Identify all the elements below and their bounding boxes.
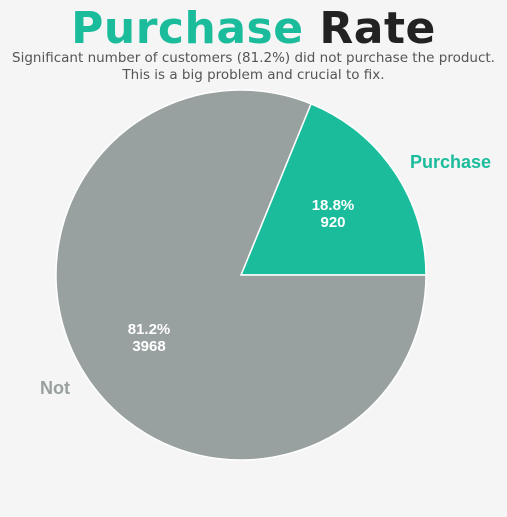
pie-slice-not <box>55 89 427 461</box>
slice-percent-not: 81.2% <box>128 321 171 338</box>
slice-percent-purchase: 18.8% <box>312 197 355 214</box>
chart-title-word-2: Rate <box>319 3 436 54</box>
slice-label-purchase: Purchase <box>410 152 491 172</box>
slice-count-not: 3968 <box>132 338 165 355</box>
chart-subtitle: Significant number of customers (81.2%) … <box>12 50 495 83</box>
chart-title-word-1: Purchase <box>71 3 304 54</box>
chart-title: Purchase Rate <box>0 2 507 56</box>
pie-slice-purchase <box>239 102 427 276</box>
slice-label-not: Not <box>40 378 70 398</box>
slice-count-purchase: 920 <box>320 214 345 231</box>
